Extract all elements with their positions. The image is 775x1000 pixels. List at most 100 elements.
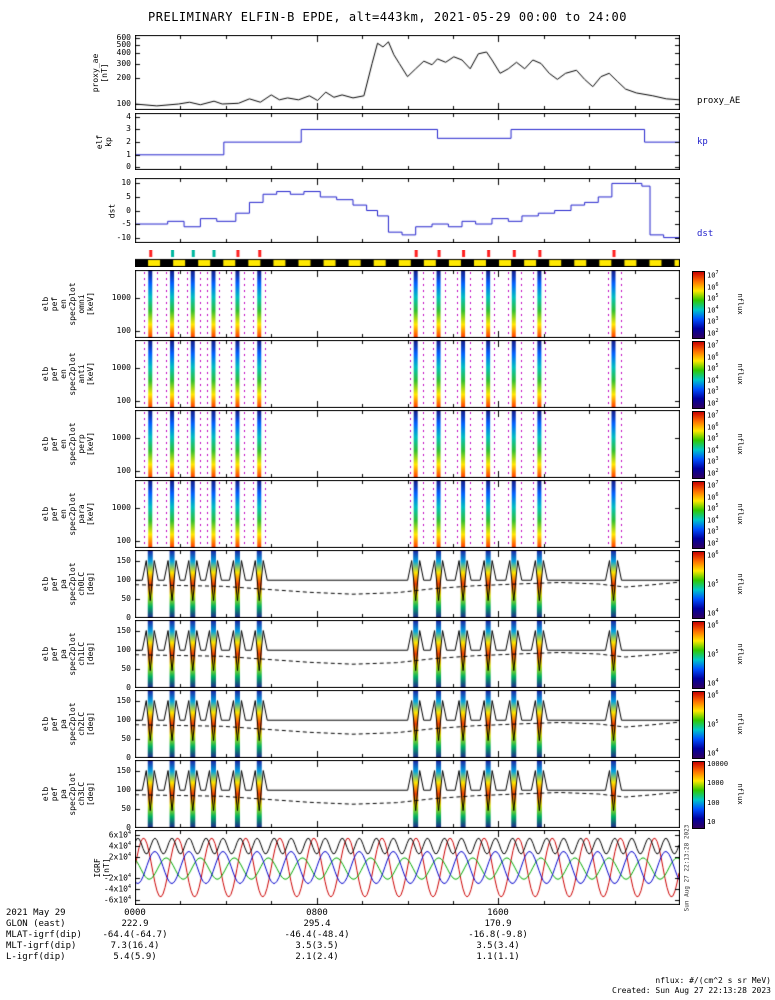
colorbar-title-spec_perp: nflux bbox=[736, 433, 744, 455]
colorbar-tick-label: 102 bbox=[707, 398, 719, 408]
colorbar-pa_ch3 bbox=[692, 761, 705, 829]
panel-pa_ch3 bbox=[135, 760, 680, 828]
epoch-bar bbox=[135, 250, 680, 267]
ytick-label: 50 bbox=[121, 664, 131, 674]
ytick-label: 200 bbox=[116, 73, 131, 83]
colorbar-tick-label: 105 bbox=[707, 649, 719, 659]
created-sidebar-text: Sun Aug 27 22:13:28 2023 bbox=[683, 824, 691, 912]
ytick-label: -6x104 bbox=[103, 894, 131, 905]
colorbar-tick-label: 106 bbox=[707, 690, 719, 700]
axis-row-value: 170.9 bbox=[484, 919, 512, 929]
ytick-label: 100 bbox=[116, 535, 131, 545]
panel-pa_ch1 bbox=[135, 620, 680, 688]
colorbar-tick-label: 102 bbox=[707, 328, 719, 338]
ytick-label: 1000 bbox=[111, 502, 131, 512]
colorbar-spec_perp bbox=[692, 411, 705, 479]
axis-label-spec_perp: elb pef en spec2plot perp [keV] bbox=[41, 422, 95, 466]
colorbar-tick-label: 107 bbox=[707, 480, 719, 490]
ytick-label: 1 bbox=[126, 149, 131, 159]
ytick-label: 100 bbox=[116, 785, 131, 795]
panel-dst bbox=[135, 178, 680, 243]
ytick-label: 400 bbox=[116, 47, 131, 57]
colorbar-tick-label: 103 bbox=[707, 526, 719, 536]
ytick-label: 0 bbox=[126, 613, 131, 622]
colorbar-tick-label: 105 bbox=[707, 433, 719, 443]
axis-label-spec_para: elb pef en spec2plot para [keV] bbox=[41, 492, 95, 536]
colorbar-title-pa_ch2: nflux bbox=[736, 713, 744, 735]
plot-canvas-spec_perp bbox=[135, 410, 680, 478]
axis-label-pa_ch3: elb pef pa spec2plot ch3LC [deg] bbox=[41, 772, 95, 816]
colorbar-tick-label: 102 bbox=[707, 468, 719, 478]
axis-label-igrf: IGRF [nT] bbox=[93, 857, 111, 878]
panel-spec_perp bbox=[135, 410, 680, 478]
axis-row-value: 0800 bbox=[306, 908, 328, 918]
ytick-label: -5 bbox=[121, 219, 131, 229]
ytick-label: 1000 bbox=[111, 432, 131, 442]
colorbar-tick-label: 102 bbox=[707, 538, 719, 548]
right-label-kp: kp bbox=[697, 136, 708, 147]
right-label-proxy_ae: proxy_AE bbox=[697, 96, 741, 106]
colorbar-tick-label: 107 bbox=[707, 340, 719, 350]
plot-canvas-pa_ch0 bbox=[135, 550, 680, 618]
colorbar-tick-label: 104 bbox=[707, 608, 719, 618]
ytick-label: 100 bbox=[116, 575, 131, 585]
axis-row-label: GLON (east) bbox=[6, 919, 66, 929]
colorbar-tick-label: 10000 bbox=[707, 760, 729, 768]
axis-label-pa_ch0: elb pef pa spec2plot ch0LC [deg] bbox=[41, 562, 95, 606]
panel-kp bbox=[135, 113, 680, 170]
colorbar-tick-label: 104 bbox=[707, 678, 719, 688]
ytick-label: 4x104 bbox=[108, 841, 131, 851]
axis-row-value: 5.4(5.9) bbox=[113, 952, 157, 962]
colorbar-tick-label: 105 bbox=[707, 293, 719, 303]
colorbar-spec_para bbox=[692, 481, 705, 549]
panel-spec_omni bbox=[135, 270, 680, 338]
colorbar-tick-label: 100 bbox=[707, 798, 720, 807]
ytick-label: 100 bbox=[116, 715, 131, 725]
ytick-label: 5 bbox=[126, 191, 131, 201]
ytick-label: 6x104 bbox=[108, 830, 131, 840]
colorbar-spec_anti bbox=[692, 341, 705, 409]
colorbar-title-pa_ch0: nflux bbox=[736, 573, 744, 595]
axis-row-value: 295.4 bbox=[303, 919, 331, 929]
ytick-label: 100 bbox=[116, 325, 131, 335]
ytick-label: 1000 bbox=[111, 362, 131, 372]
colorbar-tick-label: 105 bbox=[707, 363, 719, 373]
colorbar-tick-label: 106 bbox=[707, 550, 719, 560]
plot-canvas-spec_anti bbox=[135, 340, 680, 408]
axis-row-label: 2021 May 29 bbox=[6, 908, 66, 918]
panel-proxy_ae bbox=[135, 35, 680, 110]
axis-label-proxy_ae: proxy_ae [nT] bbox=[91, 53, 109, 92]
plot-canvas-spec_para bbox=[135, 480, 680, 548]
plot-canvas-pa_ch3 bbox=[135, 760, 680, 828]
colorbar-pa_ch1 bbox=[692, 621, 705, 689]
ytick-label: 150 bbox=[116, 696, 131, 706]
colorbar-title-spec_para: nflux bbox=[736, 503, 744, 525]
plot-canvas-pa_ch1 bbox=[135, 620, 680, 688]
axis-row-value: -64.4(-64.7) bbox=[102, 930, 168, 940]
plot-canvas-spec_omni bbox=[135, 270, 680, 338]
colorbar-tick-label: 105 bbox=[707, 503, 719, 513]
axis-label-spec_omni: elb pef en spec2plot omni [keV] bbox=[41, 282, 95, 326]
axis-row-label: MLAT-igrf(dip) bbox=[6, 930, 82, 940]
axis-row-value: 2.1(2.4) bbox=[295, 952, 339, 962]
ytick-label: 300 bbox=[116, 58, 131, 68]
ytick-label: 0 bbox=[126, 205, 131, 215]
colorbar-tick-label: 104 bbox=[707, 514, 719, 525]
axis-label-spec_anti: elb pef en spec2plot anti [keV] bbox=[41, 352, 95, 396]
ytick-label: 150 bbox=[116, 556, 131, 566]
plot-canvas-igrf bbox=[135, 830, 680, 905]
colorbar-tick-label: 104 bbox=[707, 374, 719, 385]
ytick-label: 500 bbox=[116, 39, 131, 49]
created-timestamp: Created: Sun Aug 27 22:13:28 2023 bbox=[612, 986, 771, 995]
colorbar-title-pa_ch1: nflux bbox=[736, 643, 744, 665]
ytick-label: -10 bbox=[116, 232, 131, 242]
colorbar-tick-label: 106 bbox=[707, 351, 719, 361]
ytick-label: 2x104 bbox=[108, 851, 131, 862]
ytick-label: 0 bbox=[126, 162, 131, 172]
panel-spec_para bbox=[135, 480, 680, 548]
ytick-label: -2x104 bbox=[103, 873, 131, 883]
plot-canvas-dst bbox=[135, 178, 680, 243]
plot-canvas-proxy_ae bbox=[135, 35, 680, 110]
colorbar-tick-label: 107 bbox=[707, 410, 719, 420]
